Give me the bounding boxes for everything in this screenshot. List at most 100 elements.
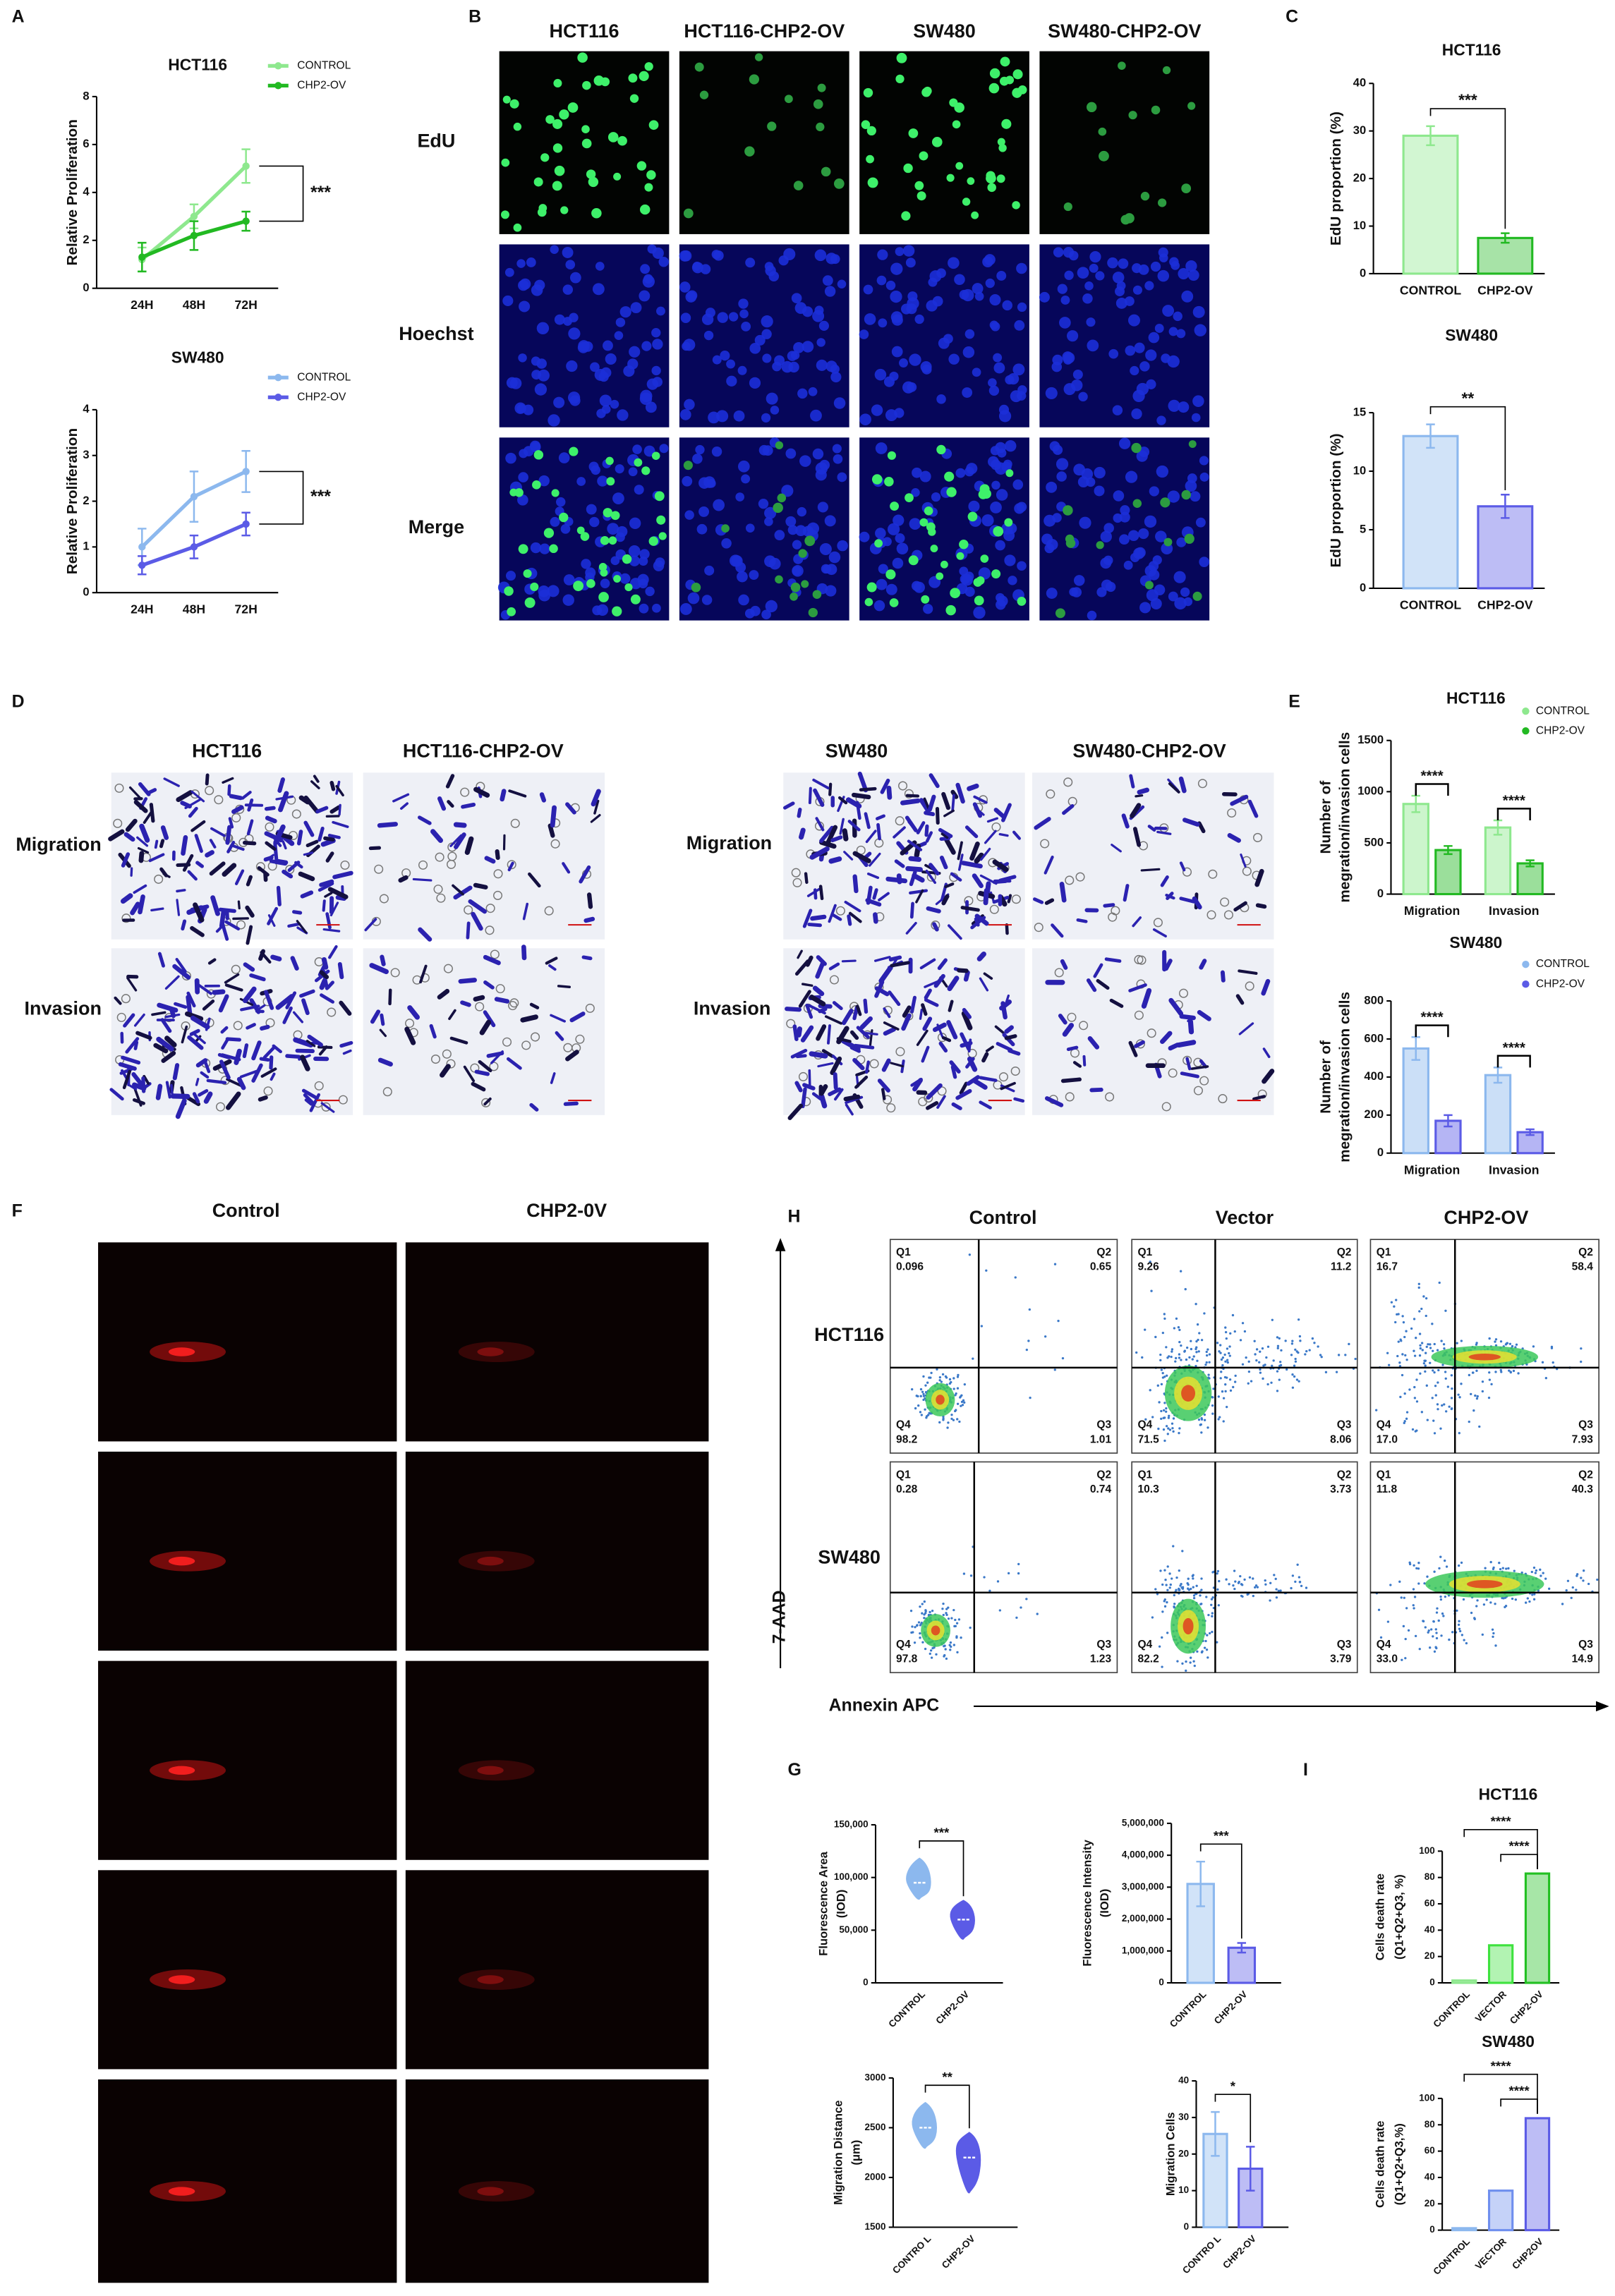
edu-nucleus: [721, 524, 730, 533]
cell: [412, 877, 433, 882]
nucleus: [762, 353, 772, 363]
edu-nucleus: [866, 154, 874, 164]
edu-nucleus: [533, 450, 544, 460]
nucleus: [1127, 314, 1140, 327]
edu-nucleus: [874, 539, 883, 548]
nucleus: [1120, 505, 1130, 516]
event: [919, 1411, 922, 1414]
edu-nucleus: [954, 102, 964, 113]
y-tick-label: 30: [1353, 123, 1366, 137]
cell: [874, 980, 885, 998]
pore: [489, 1062, 499, 1071]
edu-nucleus: [580, 532, 590, 541]
pore: [1079, 1021, 1089, 1031]
cell: [327, 834, 341, 839]
nucleus: [712, 355, 722, 365]
nucleus: [652, 339, 663, 350]
nucleus: [610, 399, 619, 409]
nucleus: [576, 477, 586, 486]
cell: [133, 884, 147, 894]
nucleus: [1168, 327, 1178, 336]
event: [1156, 1384, 1159, 1387]
y-axis-label: Fluorescence Area: [817, 1851, 830, 1955]
event: [1460, 1383, 1463, 1385]
cell: [189, 1028, 200, 1036]
nucleus: [1173, 311, 1182, 322]
nucleus: [1112, 272, 1125, 284]
nucleus: [1155, 530, 1167, 542]
nucleus: [721, 538, 732, 549]
cell: [234, 1048, 242, 1065]
event: [1440, 1634, 1443, 1637]
cell: [1197, 821, 1206, 834]
cell: [123, 832, 135, 842]
edu-nucleus: [895, 74, 905, 83]
cell: [452, 884, 464, 896]
event: [1432, 1620, 1435, 1623]
edu-nucleus: [971, 211, 979, 219]
event: [1233, 1380, 1237, 1383]
nucleus: [1139, 361, 1150, 372]
cell: [844, 900, 861, 913]
nucleus: [737, 571, 748, 583]
quadrant-name: Q3: [1096, 1419, 1111, 1431]
event: [972, 1357, 974, 1360]
event: [1211, 1404, 1214, 1407]
event: [1158, 1401, 1161, 1404]
edu-nucleus: [1087, 102, 1097, 113]
pore: [405, 1019, 415, 1028]
nucleus: [785, 516, 797, 527]
x-tick-label: CONTROL: [1400, 283, 1461, 297]
event: [1166, 1600, 1168, 1604]
legend-label: CONTROL: [297, 371, 351, 383]
event: [1429, 1343, 1432, 1346]
event: [1149, 1389, 1151, 1392]
event: [1245, 1356, 1247, 1359]
nucleus: [651, 327, 661, 338]
event: [1324, 1371, 1328, 1373]
cell: [198, 1089, 209, 1097]
cell: [992, 859, 1009, 873]
event: [1294, 1580, 1297, 1584]
cell: [218, 994, 229, 1013]
cell: [865, 1060, 870, 1074]
cell: [994, 1025, 1005, 1034]
cell: [905, 865, 924, 873]
cell: [886, 785, 893, 800]
edu-nucleus: [998, 144, 1007, 152]
event: [924, 1610, 927, 1612]
event: [1425, 1384, 1428, 1387]
cell: [881, 1058, 891, 1072]
event: [913, 1641, 917, 1644]
event: [1225, 1337, 1228, 1340]
chart-title: SW480: [1449, 933, 1502, 952]
event: [1441, 1363, 1444, 1366]
edu-nucleus: [582, 80, 591, 90]
cell: [836, 1037, 852, 1043]
cell: [137, 846, 150, 854]
cell: [1152, 928, 1167, 937]
event: [1444, 1309, 1447, 1312]
cell: [1066, 1045, 1079, 1052]
edu-nucleus: [866, 582, 877, 593]
edu-nucleus: [923, 86, 932, 96]
y-tick-label: 0: [863, 1977, 869, 1988]
violin: [906, 1857, 931, 1900]
pore: [1220, 897, 1230, 907]
event: [1192, 1586, 1194, 1589]
micrograph: [405, 1870, 709, 2070]
error-bar: [1525, 1128, 1535, 1136]
nucleus: [629, 578, 642, 590]
event: [1203, 1419, 1206, 1421]
edu-nucleus: [813, 99, 823, 109]
cell: [865, 1032, 878, 1035]
event: [1448, 1638, 1451, 1641]
nucleus: [1072, 369, 1083, 379]
quadrant-name: Q2: [1578, 1469, 1593, 1481]
event: [1279, 1361, 1282, 1363]
nucleus: [890, 290, 902, 303]
edu-nucleus: [1144, 581, 1154, 590]
y-tick-label: 20: [1178, 2148, 1189, 2158]
cell: [818, 885, 824, 901]
nucleus: [629, 346, 641, 358]
